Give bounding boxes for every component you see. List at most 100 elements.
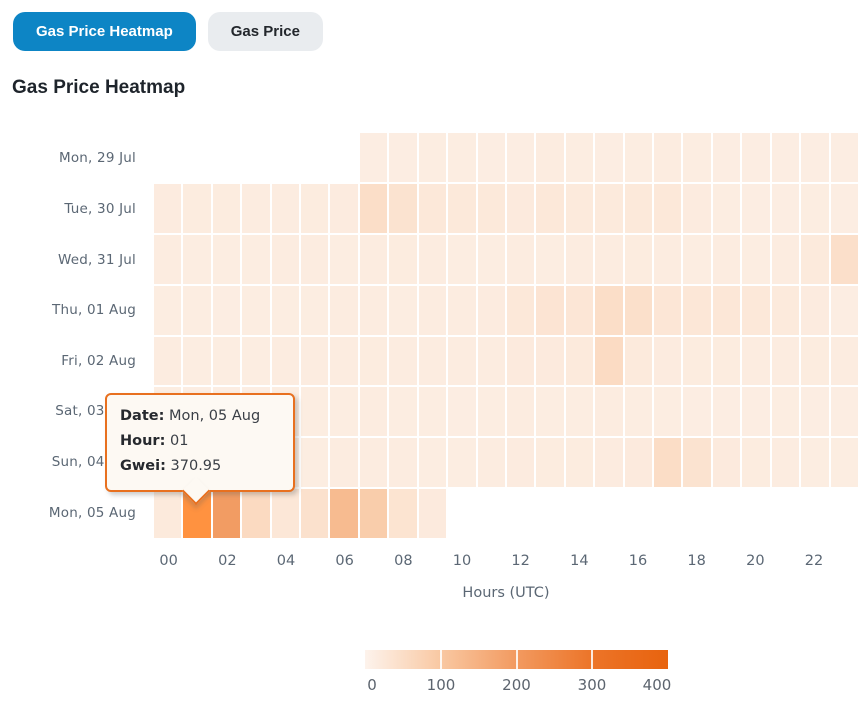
heatmap-cell[interactable]: [683, 387, 711, 437]
heatmap-cell[interactable]: [506, 285, 535, 335]
heatmap-cell[interactable]: [654, 133, 682, 182]
heatmap-cell[interactable]: [506, 234, 535, 284]
heatmap-cell[interactable]: [595, 234, 623, 284]
heatmap-cell[interactable]: [536, 387, 564, 437]
heatmap-cell[interactable]: [183, 183, 211, 233]
heatmap-cell[interactable]: [624, 387, 653, 437]
heatmap-cell[interactable]: [242, 336, 270, 386]
heatmap-cell[interactable]: [830, 234, 858, 284]
heatmap-cell[interactable]: [330, 336, 358, 386]
heatmap-cell[interactable]: [418, 336, 447, 386]
heatmap-cell[interactable]: [565, 183, 594, 233]
heatmap-cell[interactable]: [536, 336, 564, 386]
heatmap-cell[interactable]: [683, 285, 711, 335]
heatmap-cell[interactable]: [477, 133, 505, 182]
heatmap-cell[interactable]: [271, 336, 300, 386]
heatmap-cell[interactable]: [183, 336, 211, 386]
heatmap-cell[interactable]: [683, 183, 711, 233]
heatmap-cell[interactable]: [418, 183, 447, 233]
heatmap-cell[interactable]: [801, 438, 829, 488]
heatmap-cell[interactable]: [595, 438, 623, 488]
heatmap-cell[interactable]: [330, 438, 358, 488]
heatmap-cell[interactable]: [712, 133, 741, 182]
heatmap-cell[interactable]: [154, 234, 182, 284]
heatmap-cell[interactable]: [771, 438, 800, 488]
heatmap-cell[interactable]: [536, 183, 564, 233]
heatmap-cell[interactable]: [742, 183, 770, 233]
heatmap-cell[interactable]: [271, 234, 300, 284]
heatmap-cell[interactable]: [418, 234, 447, 284]
heatmap-cell[interactable]: [624, 133, 653, 182]
heatmap-cell[interactable]: [448, 234, 476, 284]
heatmap-cell[interactable]: [301, 234, 329, 284]
heatmap-cell[interactable]: [654, 438, 682, 488]
heatmap-cell[interactable]: [742, 133, 770, 182]
heatmap-cell[interactable]: [242, 234, 270, 284]
heatmap-cell[interactable]: [448, 285, 476, 335]
heatmap-cell[interactable]: [624, 234, 653, 284]
heatmap-cell[interactable]: [301, 438, 329, 488]
heatmap-cell[interactable]: [771, 387, 800, 437]
heatmap-cell[interactable]: [771, 183, 800, 233]
heatmap-cell[interactable]: [624, 438, 653, 488]
heatmap-cell[interactable]: [359, 133, 388, 182]
heatmap-cell[interactable]: [536, 234, 564, 284]
heatmap-cell[interactable]: [536, 438, 564, 488]
heatmap-cell[interactable]: [389, 387, 417, 437]
heatmap-cell[interactable]: [712, 234, 741, 284]
heatmap-cell[interactable]: [565, 336, 594, 386]
heatmap-cell[interactable]: [712, 387, 741, 437]
heatmap-cell[interactable]: [448, 183, 476, 233]
heatmap-cell[interactable]: [595, 336, 623, 386]
heatmap-cell[interactable]: [154, 336, 182, 386]
heatmap-cell[interactable]: [801, 234, 829, 284]
heatmap-cell[interactable]: [389, 234, 417, 284]
heatmap-cell[interactable]: [506, 133, 535, 182]
heatmap-cell[interactable]: [536, 133, 564, 182]
heatmap-cell[interactable]: [359, 183, 388, 233]
heatmap-cell[interactable]: [359, 336, 388, 386]
heatmap-cell[interactable]: [389, 438, 417, 488]
heatmap-cell[interactable]: [654, 183, 682, 233]
heatmap-cell[interactable]: [683, 133, 711, 182]
heatmap-cell[interactable]: [183, 285, 211, 335]
heatmap-cell[interactable]: [506, 336, 535, 386]
heatmap-cell[interactable]: [830, 183, 858, 233]
heatmap-cell[interactable]: [742, 234, 770, 284]
heatmap-cell[interactable]: [595, 183, 623, 233]
heatmap-cell[interactable]: [330, 183, 358, 233]
heatmap-cell[interactable]: [330, 285, 358, 335]
heatmap-cell[interactable]: [712, 183, 741, 233]
heatmap-cell[interactable]: [389, 336, 417, 386]
heatmap-cell[interactable]: [389, 489, 417, 538]
heatmap-cell[interactable]: [359, 438, 388, 488]
heatmap-cell[interactable]: [624, 183, 653, 233]
heatmap-cell[interactable]: [801, 183, 829, 233]
heatmap-cell[interactable]: [477, 183, 505, 233]
heatmap-cell[interactable]: [183, 234, 211, 284]
heatmap-cell[interactable]: [506, 183, 535, 233]
heatmap-cell[interactable]: [242, 183, 270, 233]
heatmap-cell[interactable]: [654, 336, 682, 386]
heatmap-cell[interactable]: [830, 133, 858, 182]
heatmap-cell[interactable]: [359, 387, 388, 437]
heatmap-cell[interactable]: [242, 285, 270, 335]
heatmap-cell[interactable]: [389, 133, 417, 182]
heatmap-cell[interactable]: [271, 489, 300, 538]
heatmap-cell[interactable]: [595, 285, 623, 335]
heatmap-cell[interactable]: [477, 234, 505, 284]
heatmap-cell[interactable]: [712, 336, 741, 386]
heatmap-cell[interactable]: [654, 387, 682, 437]
heatmap-cell[interactable]: [271, 183, 300, 233]
heatmap-cell[interactable]: [301, 285, 329, 335]
heatmap-cell[interactable]: [418, 285, 447, 335]
heatmap-cell[interactable]: [801, 285, 829, 335]
heatmap-cell[interactable]: [389, 183, 417, 233]
heatmap-cell[interactable]: [654, 285, 682, 335]
heatmap-cell[interactable]: [271, 285, 300, 335]
heatmap-cell[interactable]: [742, 387, 770, 437]
heatmap-cell[interactable]: [330, 489, 358, 538]
heatmap-cell[interactable]: [830, 285, 858, 335]
heatmap-cell[interactable]: [418, 387, 447, 437]
heatmap-cell[interactable]: [654, 234, 682, 284]
